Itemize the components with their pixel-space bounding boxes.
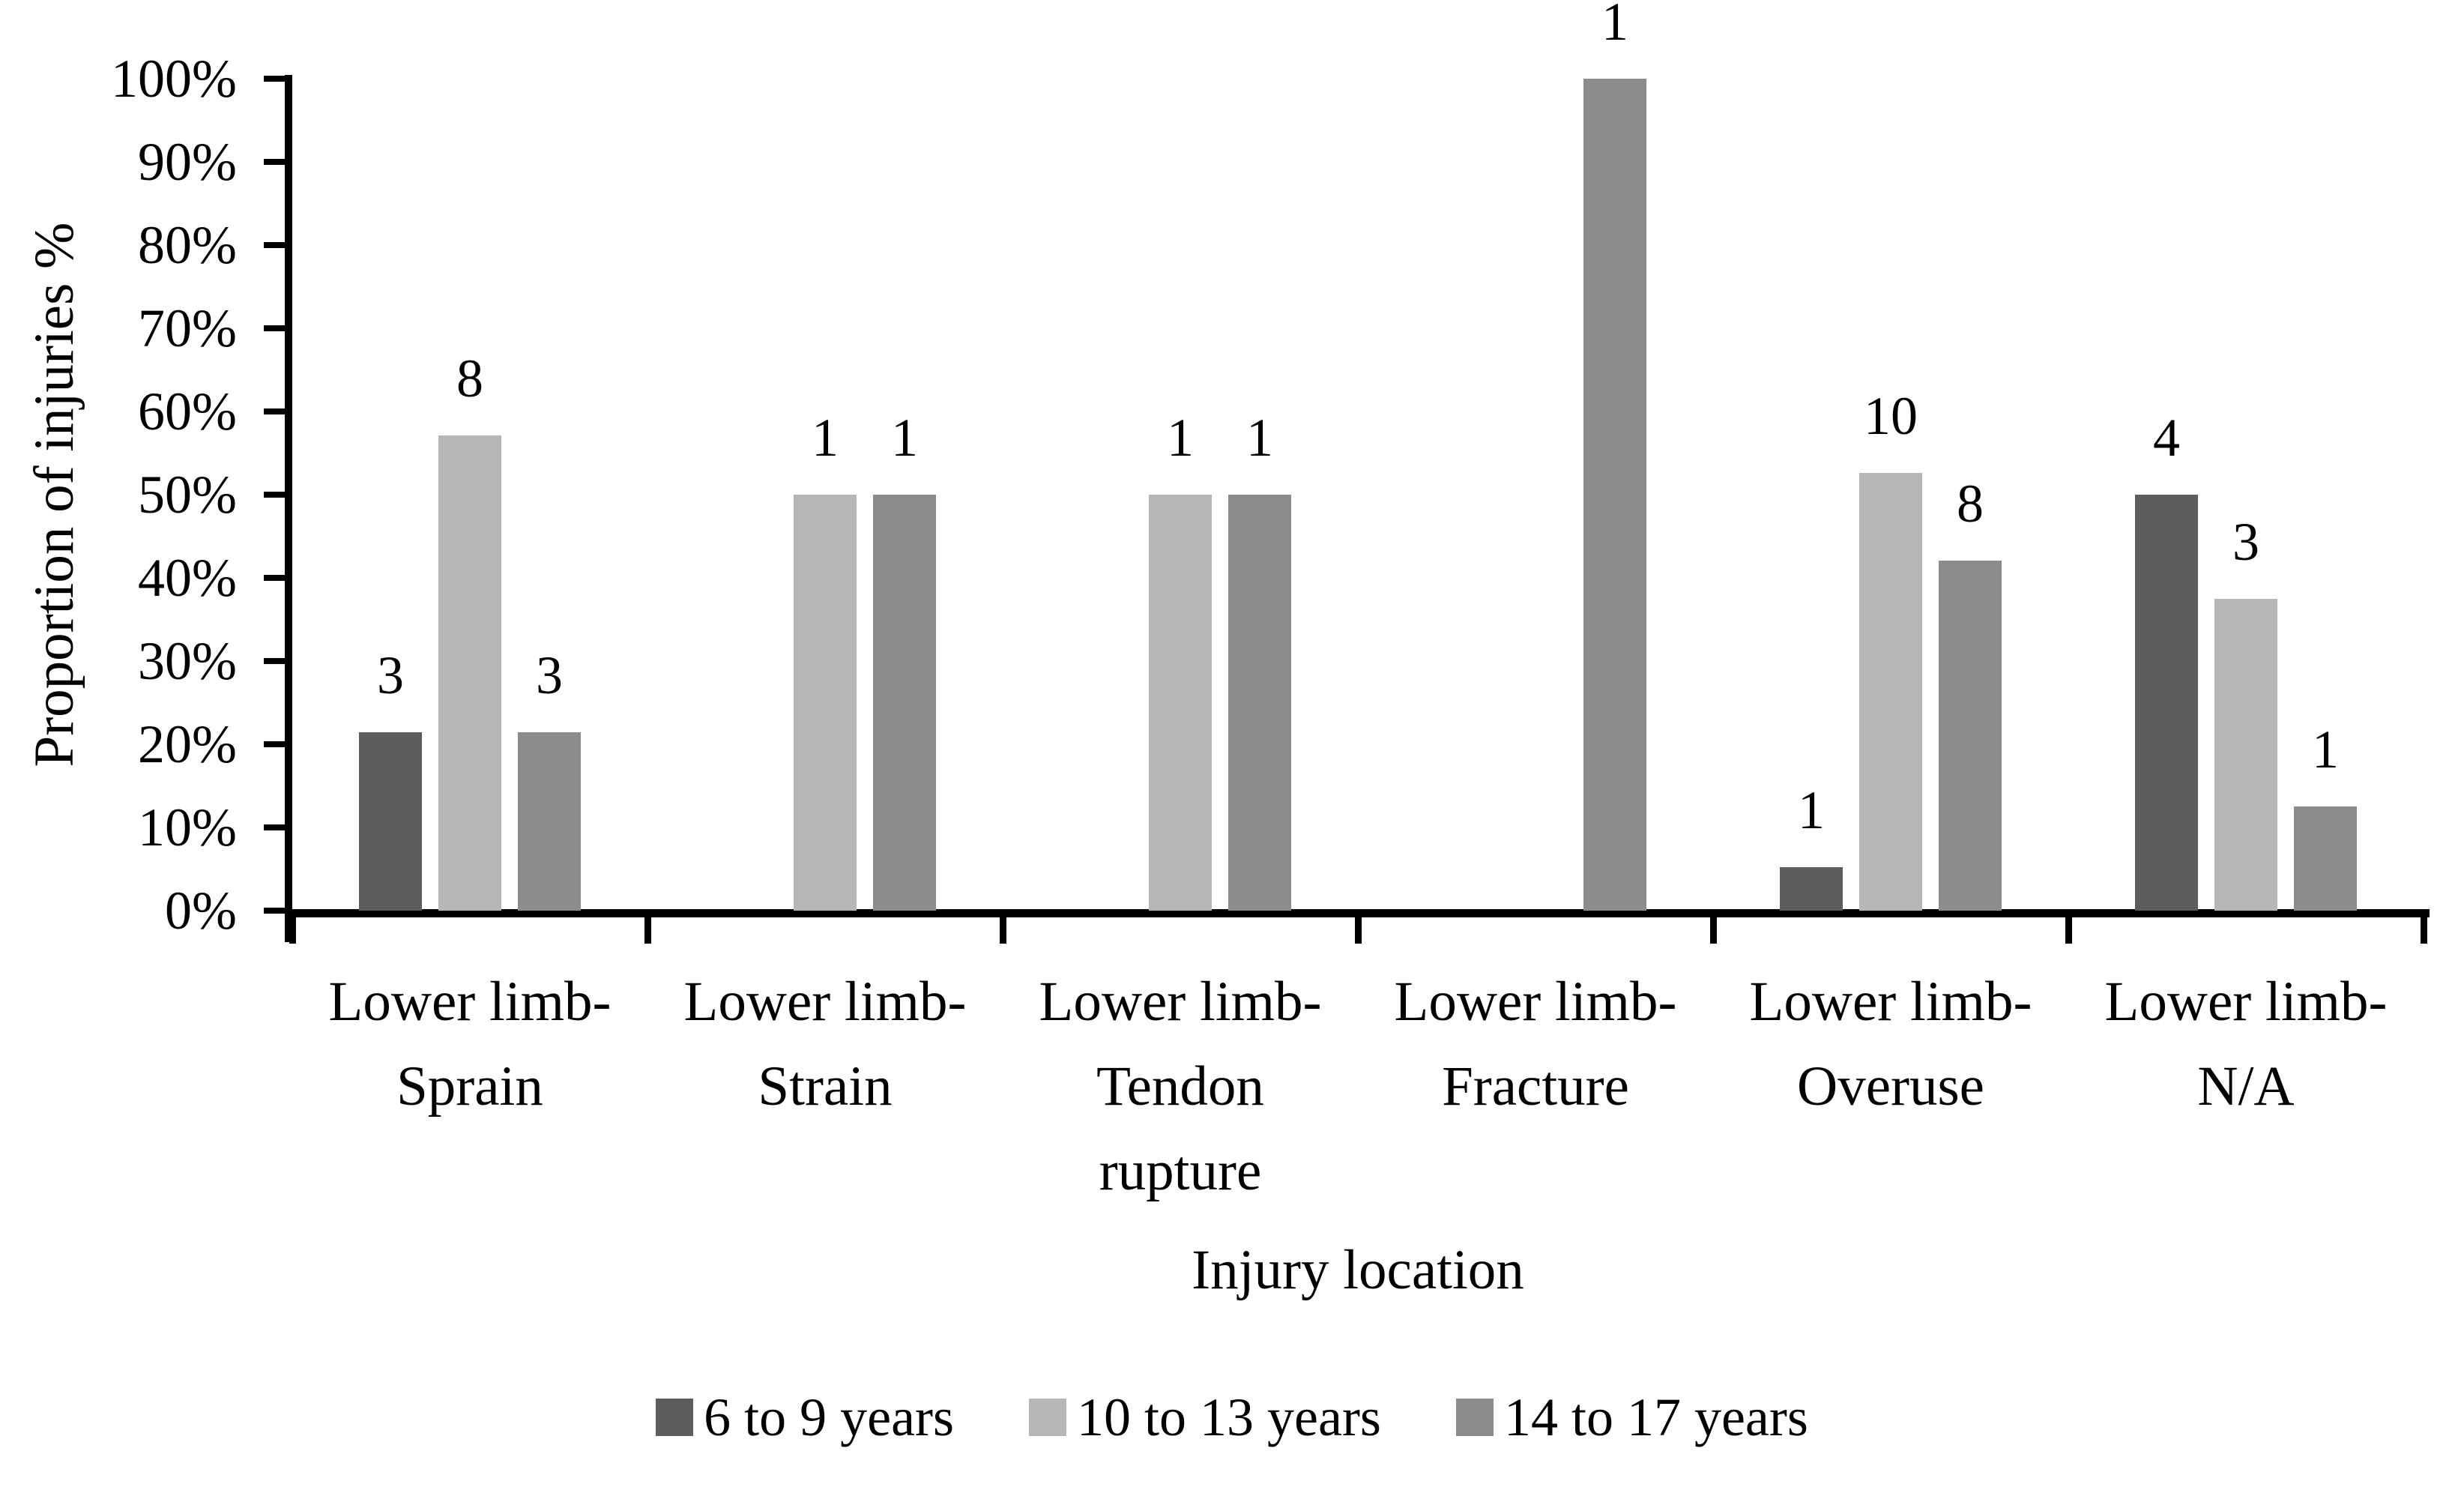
legend: 6 to 9 years 10 to 13 years 14 to 17 years bbox=[0, 1389, 2464, 1446]
x-tick bbox=[2421, 909, 2427, 944]
bar-value-label: 1 bbox=[1167, 408, 1194, 468]
y-tick bbox=[264, 824, 285, 830]
category-label: Lower limb- Strain bbox=[683, 971, 967, 1118]
bar-value-label: 3 bbox=[2232, 511, 2259, 572]
y-tick-label: 0% bbox=[165, 881, 237, 941]
bar-value-label: 1 bbox=[1246, 408, 1273, 468]
y-tick bbox=[264, 242, 285, 248]
bar-value-label: 8 bbox=[1957, 473, 1984, 534]
bar-value-label: 1 bbox=[812, 408, 839, 468]
y-tick bbox=[264, 658, 285, 664]
y-tick bbox=[264, 408, 285, 414]
bar-value-label: 10 bbox=[1864, 385, 1918, 446]
y-tick bbox=[264, 159, 285, 165]
y-tick-label: 90% bbox=[138, 132, 237, 192]
category-label: Lower limb- Tendon rupture bbox=[1039, 971, 1322, 1202]
y-tick bbox=[264, 575, 285, 581]
bar-value-label: 1 bbox=[2312, 720, 2339, 780]
y-tick-label: 30% bbox=[138, 631, 237, 691]
bar-value-label: 3 bbox=[377, 645, 404, 706]
legend-item: 10 to 13 years bbox=[1029, 1389, 1381, 1446]
bar-10-to-13-years bbox=[1859, 472, 1922, 911]
bar-14-to-17-years bbox=[873, 495, 936, 911]
bar-14-to-17-years bbox=[1228, 495, 1291, 911]
x-tick bbox=[1355, 909, 1362, 944]
bar-6-to-9-years bbox=[1780, 866, 1843, 911]
bar-6-to-9-years bbox=[2135, 495, 2198, 911]
category-label: Lower limb- Sprain bbox=[328, 971, 612, 1118]
y-tick bbox=[264, 908, 285, 914]
legend-swatch-icon bbox=[656, 1399, 694, 1436]
bar-value-label: 4 bbox=[2153, 408, 2180, 468]
y-tick bbox=[264, 76, 285, 82]
bar-value-label: 3 bbox=[536, 645, 563, 706]
bar-10-to-13-years bbox=[794, 495, 857, 911]
legend-item: 6 to 9 years bbox=[656, 1389, 954, 1446]
bar-value-label: 8 bbox=[456, 348, 483, 408]
bar-14-to-17-years bbox=[518, 732, 581, 911]
bar-10-to-13-years bbox=[438, 435, 501, 911]
bar-value-label: 1 bbox=[1798, 779, 1825, 840]
legend-swatch-icon bbox=[1029, 1399, 1067, 1436]
y-tick-label: 80% bbox=[138, 215, 237, 275]
bar-10-to-13-years bbox=[1149, 495, 1212, 911]
y-tick-label: 70% bbox=[138, 298, 237, 358]
x-axis-title: Injury location bbox=[1192, 1239, 1524, 1301]
y-tick bbox=[264, 325, 285, 331]
category-label: Lower limb- Fracture bbox=[1394, 971, 1677, 1118]
x-tick bbox=[1710, 909, 1717, 944]
y-tick bbox=[264, 492, 285, 498]
x-tick bbox=[289, 909, 296, 944]
legend-label: 14 to 17 years bbox=[1503, 1387, 1808, 1447]
bar-6-to-9-years bbox=[359, 732, 422, 911]
y-axis-title: Proportion of injuries % bbox=[23, 222, 85, 767]
legend-item: 14 to 17 years bbox=[1455, 1387, 1808, 1447]
category-label: Lower limb- Overuse bbox=[1749, 971, 2032, 1118]
x-tick bbox=[2065, 909, 2072, 944]
legend-swatch-icon bbox=[1455, 1399, 1494, 1436]
y-tick-label: 50% bbox=[138, 465, 237, 525]
bar-14-to-17-years bbox=[1583, 79, 1646, 911]
x-tick bbox=[644, 909, 651, 944]
category-label: Lower limb- N/A bbox=[2104, 971, 2388, 1118]
y-tick-label: 100% bbox=[111, 49, 237, 109]
bar-value-label: 1 bbox=[891, 408, 918, 468]
y-tick bbox=[264, 741, 285, 747]
bar-14-to-17-years bbox=[1939, 560, 2002, 911]
bar-14-to-17-years bbox=[2294, 806, 2357, 911]
bar-10-to-13-years bbox=[2214, 598, 2277, 911]
y-axis-line bbox=[285, 75, 292, 942]
y-tick-label: 20% bbox=[138, 714, 237, 774]
x-tick bbox=[1000, 909, 1006, 944]
legend-label: 10 to 13 years bbox=[1077, 1387, 1381, 1447]
legend-label: 6 to 9 years bbox=[704, 1387, 955, 1447]
y-tick-label: 10% bbox=[138, 797, 237, 857]
bar-value-label: 1 bbox=[1601, 0, 1628, 52]
y-tick-label: 60% bbox=[138, 381, 237, 441]
y-tick-label: 40% bbox=[138, 548, 237, 608]
